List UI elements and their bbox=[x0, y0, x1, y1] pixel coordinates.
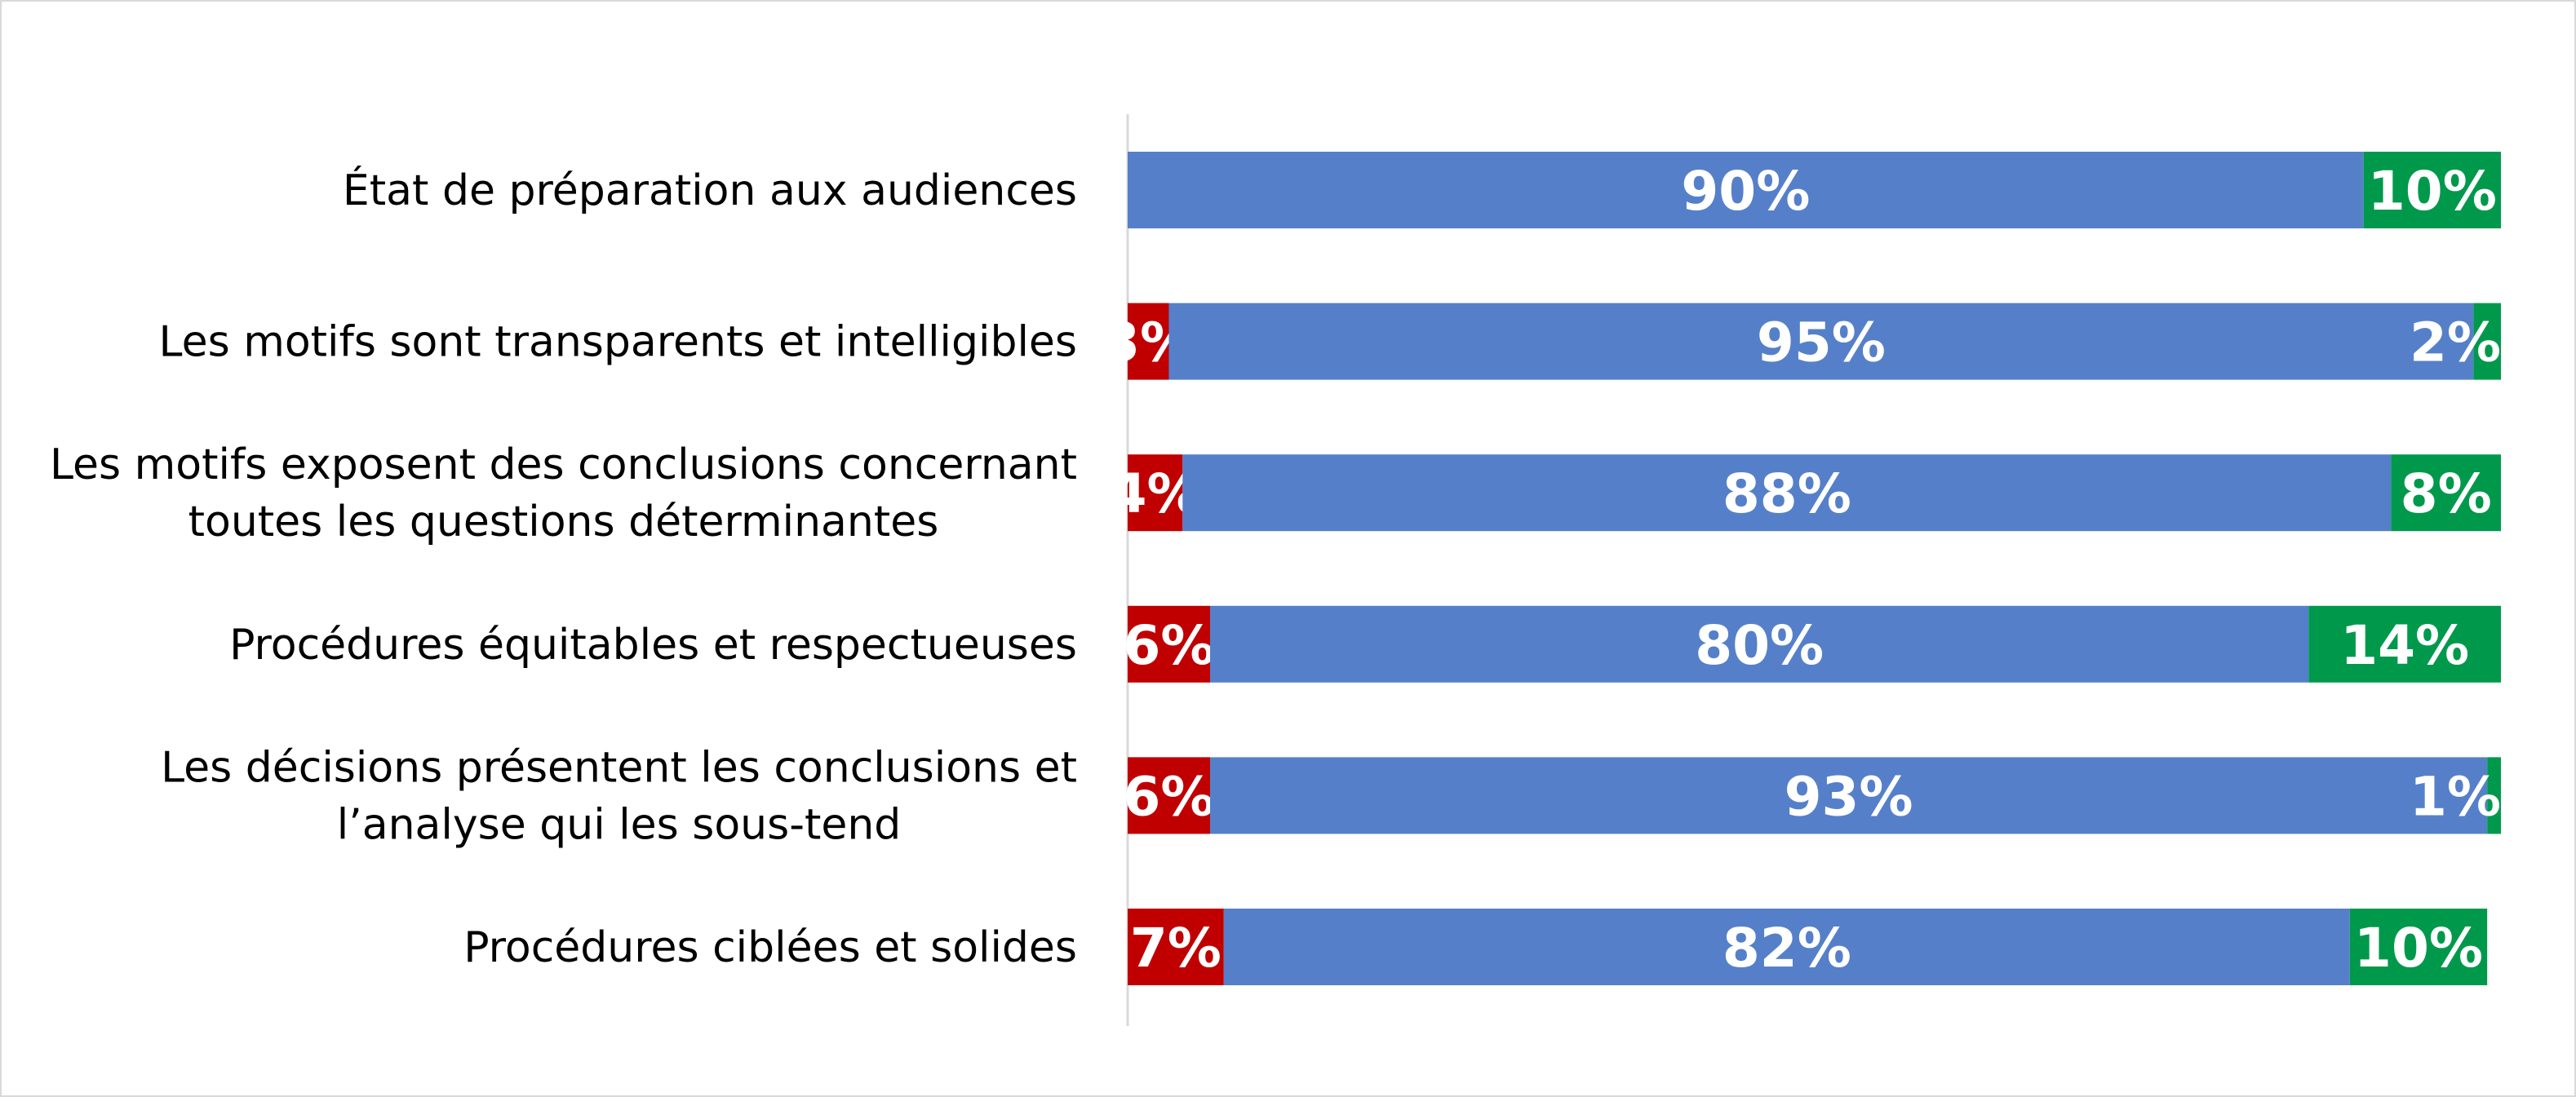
category-label: Les décisions présentent les conclusions… bbox=[161, 743, 1077, 849]
data-label-green: 8% bbox=[2401, 462, 2492, 525]
bar-segment-blue bbox=[1168, 303, 2474, 380]
data-label-red: 7% bbox=[1130, 917, 1221, 980]
data-label-blue: 93% bbox=[1785, 765, 1913, 828]
bar-segment-green bbox=[2349, 909, 2488, 985]
data-label-blue: 95% bbox=[1757, 312, 1886, 374]
bar-segment-red bbox=[1128, 303, 1169, 380]
data-label-blue: 90% bbox=[1681, 160, 1810, 223]
data-label-blue: 88% bbox=[1723, 462, 1851, 525]
bar-segment-green bbox=[2487, 757, 2501, 834]
bar-segment-blue bbox=[1182, 454, 2392, 532]
data-label-red: 6% bbox=[1123, 765, 1214, 828]
bar-segment-green bbox=[2473, 303, 2501, 380]
data-label-green: 2% bbox=[2410, 312, 2501, 374]
bar-segment-blue bbox=[1209, 757, 2488, 834]
bar-segment-green bbox=[2391, 454, 2501, 532]
bar-segment-green bbox=[2363, 152, 2501, 228]
bar-segment-green bbox=[2308, 605, 2501, 683]
data-label-red: 6% bbox=[1123, 614, 1214, 677]
data-label-blue: 82% bbox=[1723, 917, 1851, 980]
data-label-blue: 80% bbox=[1695, 614, 1824, 677]
category-label: État de préparation aux audiences bbox=[343, 166, 1077, 215]
data-label-green: 1% bbox=[2410, 765, 2501, 828]
bar-segment-blue bbox=[1223, 909, 2350, 985]
category-label: Procédures ciblées et solides bbox=[463, 923, 1077, 972]
category-label: Les motifs sont transparents et intellig… bbox=[159, 318, 1077, 367]
bar-segment-blue bbox=[1209, 605, 2309, 683]
bar-segment-red bbox=[1128, 757, 1210, 834]
category-label: Les motifs exposent des conclusions conc… bbox=[50, 440, 1077, 546]
data-label-green: 14% bbox=[2340, 614, 2469, 677]
bar-segment-red bbox=[1128, 605, 1210, 683]
bar-segment-blue bbox=[1128, 152, 2364, 228]
bar-segment-red bbox=[1128, 909, 1224, 985]
data-label-green: 10% bbox=[2354, 917, 2483, 980]
data-label-green: 10% bbox=[2368, 160, 2497, 223]
category-label: Procédures équitables et respectueuses bbox=[229, 621, 1077, 670]
bar-segment-red bbox=[1128, 454, 1183, 532]
